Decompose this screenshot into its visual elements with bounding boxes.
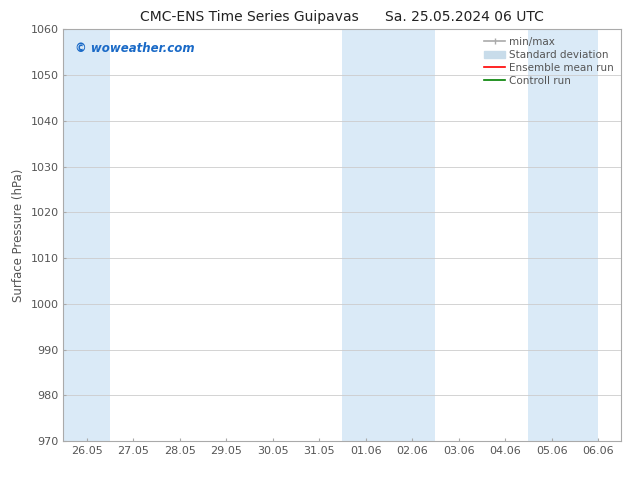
Bar [63,29,110,441]
Text: © woweather.com: © woweather.com [75,42,194,55]
Title: CMC-ENS Time Series Guipavas      Sa. 25.05.2024 06 UTC: CMC-ENS Time Series Guipavas Sa. 25.05.2… [140,10,545,24]
Legend: min/max, Standard deviation, Ensemble mean run, Controll run: min/max, Standard deviation, Ensemble me… [482,35,616,88]
Y-axis label: Surface Pressure (hPa): Surface Pressure (hPa) [12,169,25,302]
Bar [342,29,436,441]
Bar [528,29,598,441]
